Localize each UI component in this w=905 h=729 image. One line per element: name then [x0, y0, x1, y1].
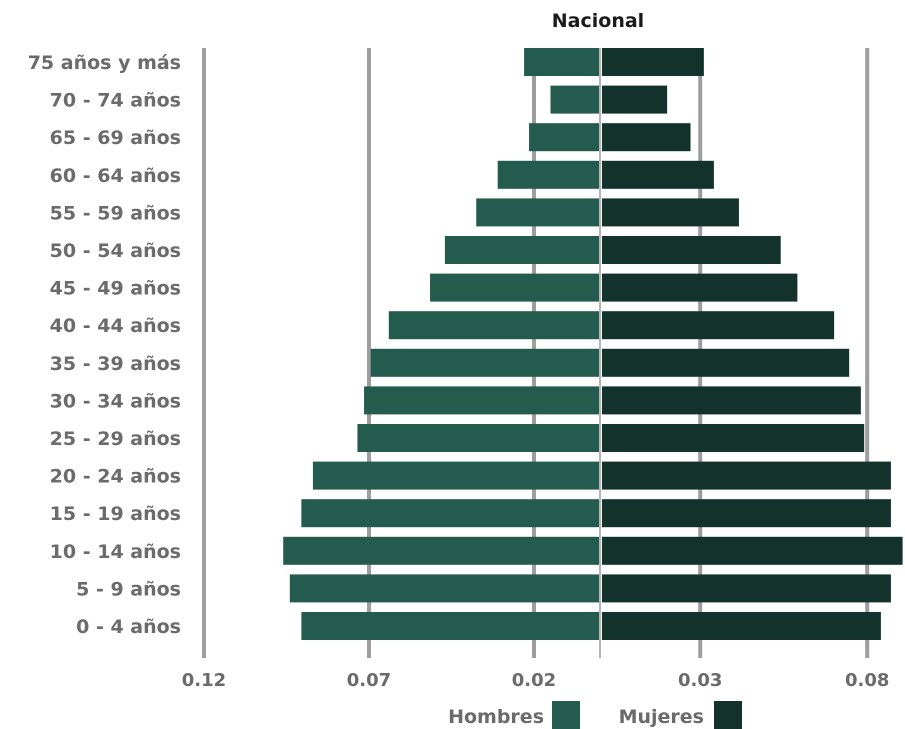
bar-mujeres-20-24-a-os: [602, 461, 891, 490]
bar-mujeres-40-44-a-os: [602, 311, 835, 340]
category-label: 0 - 4 años: [76, 616, 181, 638]
bar-hombres-60-64-a-os: [497, 160, 600, 189]
bar-hombres-70-74-a-os: [550, 85, 600, 114]
category-label: 65 - 69 años: [50, 127, 181, 149]
bar-mujeres-70-74-a-os: [602, 85, 668, 114]
bar-mujeres-15-19-a-os: [602, 499, 891, 528]
bar-hombres-5-9-a-os: [289, 574, 600, 603]
legend-label-mujeres: Mujeres: [619, 706, 704, 728]
category-label: 35 - 39 años: [50, 353, 181, 375]
category-label: 60 - 64 años: [50, 165, 181, 187]
bar-hombres-20-24-a-os: [312, 461, 600, 490]
category-label: 70 - 74 años: [50, 90, 181, 112]
category-label: 15 - 19 años: [50, 503, 181, 525]
category-label: 25 - 29 años: [50, 428, 181, 450]
bar-mujeres-45-49-a-os: [602, 273, 798, 302]
bar-mujeres-30-34-a-os: [602, 386, 861, 415]
bar-hombres-30-34-a-os: [364, 386, 600, 415]
chart-title: Nacional: [552, 10, 644, 32]
category-label: 55 - 59 años: [50, 202, 181, 224]
bar-hombres-35-39-a-os: [370, 348, 600, 377]
x-tick-label: 0.12: [182, 670, 226, 691]
bar-hombres-50-54-a-os: [444, 236, 600, 264]
category-label: 75 años y más: [28, 52, 181, 74]
bar-hombres-10-14-a-os: [283, 536, 600, 565]
bar-mujeres-65-69-a-os: [602, 123, 691, 152]
bar-hombres-75-a-os-y-m-s: [524, 48, 600, 76]
bar-hombres-15-19-a-os: [301, 499, 600, 528]
category-label: 5 - 9 años: [76, 578, 181, 600]
bar-hombres-25-29-a-os: [357, 424, 600, 452]
legend: Hombres Mujeres: [448, 701, 742, 729]
bar-mujeres-60-64-a-os: [602, 160, 714, 189]
x-tick-label: 0.07: [347, 670, 391, 691]
x-tick-label: 0.03: [678, 670, 722, 691]
bars: [283, 48, 903, 640]
bar-mujeres-0-4-a-os: [602, 612, 881, 640]
bar-hombres-55-59-a-os: [476, 198, 600, 227]
bar-mujeres-50-54-a-os: [602, 236, 781, 264]
legend-label-hombres: Hombres: [448, 706, 544, 728]
category-label: 10 - 14 años: [50, 541, 181, 563]
bar-mujeres-5-9-a-os: [602, 574, 891, 603]
x-tick-label: 0.08: [845, 670, 889, 691]
bar-mujeres-25-29-a-os: [602, 424, 865, 452]
category-label: 30 - 34 años: [50, 390, 181, 412]
bar-hombres-40-44-a-os: [388, 311, 600, 340]
category-label: 20 - 24 años: [50, 466, 181, 488]
bar-hombres-45-49-a-os: [430, 273, 600, 302]
x-tick-labels: 0.12 0.07 0.02 0.03 0.08: [182, 670, 890, 691]
bar-hombres-65-69-a-os: [529, 123, 600, 152]
bar-mujeres-75-a-os-y-m-s: [602, 48, 704, 76]
category-labels: 75 años y más 70 - 74 años 65 - 69 años 60 …: [28, 52, 181, 638]
bar-hombres-0-4-a-os: [301, 612, 600, 640]
bar-mujeres-10-14-a-os: [602, 536, 903, 565]
category-label: 50 - 54 años: [50, 240, 181, 262]
bar-mujeres-35-39-a-os: [602, 348, 850, 377]
bar-mujeres-55-59-a-os: [602, 198, 739, 227]
legend-swatch-hombres: [552, 701, 580, 729]
x-tick-label: 0.02: [512, 670, 556, 691]
category-label: 45 - 49 años: [50, 278, 181, 300]
category-label: 40 - 44 años: [50, 315, 181, 337]
legend-swatch-mujeres: [714, 701, 742, 729]
